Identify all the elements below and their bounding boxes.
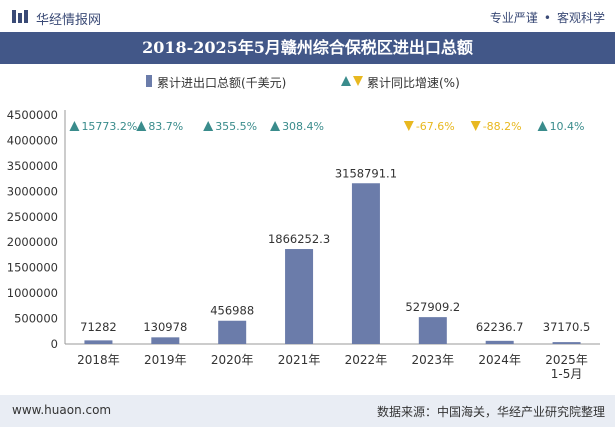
y-tick-label: 500000 [14, 312, 58, 326]
x-tick-label: 2019年 [144, 353, 187, 367]
bar [552, 342, 581, 344]
tagline: 专业严谨 • 客观科学 [490, 9, 605, 26]
x-tick-label: 2023年 [412, 353, 455, 367]
y-tick-label: 2500000 [7, 210, 58, 224]
bar [485, 340, 514, 344]
y-tick-label: 4500000 [7, 108, 58, 122]
bar-value-label: 37170.5 [543, 320, 591, 334]
x-tick-label: 2024年 [478, 353, 521, 367]
x-tick-label: 2021年 [278, 353, 321, 367]
bar-value-label: 62236.7 [476, 320, 524, 334]
growth-value-label: 10.4% [550, 120, 585, 133]
tagline-left: 专业严谨 [489, 11, 538, 25]
bar [418, 317, 447, 344]
title-bar: 2018-2025年5月赣州综合保税区进出口总额 [0, 32, 615, 64]
bar [218, 320, 247, 344]
growth-value-label: -67.6% [416, 120, 455, 133]
growth-up-marker [270, 121, 281, 131]
growth-value-label: -88.2% [483, 120, 522, 133]
x-tick-label: 1-5月 [551, 367, 583, 381]
y-tick-label: 2000000 [7, 235, 58, 249]
bar-value-label: 3158791.1 [335, 166, 397, 180]
site-name: 华经情报网 [36, 13, 102, 28]
y-tick-label: 0 [51, 337, 58, 351]
x-tick-label: 2022年 [345, 353, 388, 367]
bar [285, 249, 314, 344]
footer-source: 数据来源：中国海关，华经产业研究院整理 [376, 405, 605, 419]
y-tick-label: 4000000 [7, 133, 58, 147]
logo-icon [12, 10, 28, 23]
y-tick-label: 3000000 [7, 184, 58, 198]
bar-value-label: 130978 [143, 320, 187, 334]
x-tick-label: 2018年 [77, 353, 120, 367]
tagline-right: 客观科学 [556, 11, 605, 25]
legend-growth-swatch [341, 76, 363, 86]
chart-title: 2018-2025年5月赣州综合保税区进出口总额 [142, 38, 473, 57]
x-tick-label: 2020年 [211, 353, 254, 367]
footer-website: www.huaon.com [12, 403, 112, 417]
top-header: 华经情报网 专业严谨 • 客观科学 [0, 0, 615, 32]
growth-down-marker [470, 121, 481, 131]
bar-value-label: 456988 [210, 304, 254, 318]
y-tick-label: 1500000 [7, 261, 58, 275]
legend: 累计进出口总额(千美元) 累计同比增速(%) [0, 72, 615, 92]
y-tick-label: 3500000 [7, 159, 58, 173]
growth-value-label: 15773.2% [81, 120, 137, 133]
legend-bar-label: 累计进出口总额(千美元) [157, 76, 287, 90]
growth-up-marker [136, 121, 147, 131]
x-tick-label: 2025年 [545, 353, 588, 367]
growth-up-marker [69, 121, 80, 131]
bar-value-label: 527909.2 [405, 300, 460, 314]
growth-up-marker [203, 121, 214, 131]
growth-value-label: 308.4% [282, 120, 324, 133]
bar [84, 340, 113, 344]
separator-dot: • [543, 11, 551, 25]
growth-up-marker [537, 121, 548, 131]
bar [351, 183, 380, 344]
footer: www.huaon.com 数据来源：中国海关，华经产业研究院整理 [0, 395, 615, 427]
bar [151, 337, 180, 344]
legend-bar-swatch [146, 75, 152, 87]
growth-value-label: 83.7% [148, 120, 183, 133]
bar-value-label: 1866252.3 [268, 232, 330, 246]
legend-growth-label: 累计同比增速(%) [367, 76, 460, 90]
bar-value-label: 71282 [80, 320, 117, 334]
growth-value-label: 355.5% [215, 120, 257, 133]
growth-down-marker [403, 121, 414, 131]
y-tick-label: 1000000 [7, 286, 58, 300]
